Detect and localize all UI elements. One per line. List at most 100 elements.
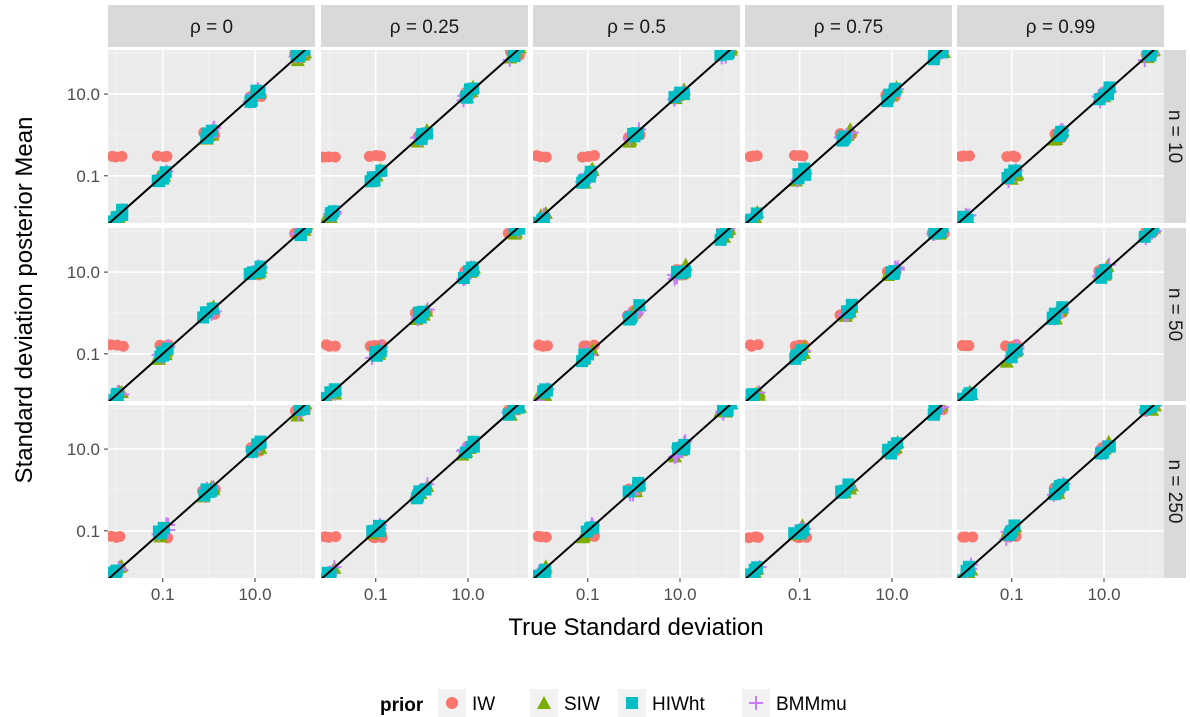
facet-panel — [957, 405, 1164, 578]
hiwht-point — [246, 266, 259, 279]
facet-panel — [745, 228, 952, 401]
hiwht-point — [1095, 271, 1108, 284]
iw-point — [329, 151, 341, 163]
iw-point — [967, 531, 979, 543]
panel-points — [957, 50, 1161, 223]
column-strip-label: ρ = 0 — [190, 17, 233, 38]
hiwht-point — [714, 233, 727, 246]
iw-point — [330, 531, 342, 543]
facet-panel — [533, 228, 740, 401]
hiwht-point — [1053, 479, 1066, 492]
x-tick-label: 0.1 — [576, 585, 600, 604]
legend-title: prior — [380, 695, 424, 716]
facet-panel — [321, 50, 528, 223]
identity-line — [533, 405, 732, 578]
hiwht-point — [936, 50, 949, 59]
hiwht-point — [576, 355, 589, 368]
iw-point — [375, 150, 387, 162]
hiwht-point — [321, 392, 331, 401]
hiwht-point — [882, 443, 895, 456]
iw-point — [329, 340, 341, 352]
iw-point — [752, 531, 764, 543]
hiwht-point — [1056, 301, 1069, 314]
hiwht-point — [1149, 405, 1162, 407]
y-axis-title: Standard deviation posterior Mean — [11, 117, 38, 484]
identity-line — [321, 228, 520, 401]
iw-point — [540, 531, 552, 543]
hiwht-point — [537, 212, 550, 223]
x-tick-label: 0.1 — [1000, 585, 1024, 604]
facet-panel — [108, 405, 315, 578]
hiwht-point — [798, 162, 811, 175]
x-tick-label: 10.0 — [1087, 585, 1120, 604]
facet-panel — [533, 50, 740, 223]
hiwht-point — [467, 435, 480, 448]
hiwht-point — [936, 50, 949, 54]
hiwht-point — [1008, 164, 1021, 177]
y-tick-label: 10.0 — [67, 440, 100, 459]
x-tick-label: 10.0 — [238, 585, 271, 604]
hiwht-point — [1103, 81, 1116, 94]
panel-points — [321, 50, 527, 223]
identity-line — [321, 50, 520, 223]
iw-point — [541, 340, 553, 352]
hiwht-point — [957, 210, 970, 223]
hiwht-point — [1095, 447, 1108, 460]
hiwht-point — [889, 82, 902, 95]
iw-point — [116, 150, 128, 162]
facet-panel — [533, 405, 740, 578]
column-strip-label: ρ = 0.25 — [390, 17, 459, 38]
iw-point — [797, 150, 809, 162]
hiwht-point — [290, 50, 303, 61]
column-strip — [321, 5, 528, 47]
identity-line — [108, 228, 307, 401]
hiwht-point — [927, 408, 940, 421]
hiwht-point — [108, 566, 120, 578]
row-strip — [1164, 50, 1186, 223]
row-strip-label: n = 250 — [1164, 460, 1185, 524]
hiwht-point — [720, 228, 733, 236]
legend-key-hiwht — [626, 697, 638, 709]
facet-panel — [321, 228, 528, 401]
identity-line — [745, 405, 944, 578]
facet-strips: ρ = 0 ρ = 0.25 ρ = 0.5 ρ = 0.75 ρ = 0.99 n = … — [108, 5, 1186, 578]
hiwht-point — [111, 390, 124, 401]
iw-point — [752, 339, 764, 351]
x-tick-label: 0.1 — [364, 585, 388, 604]
hiwht-point — [253, 265, 266, 278]
panel-points — [957, 405, 1163, 578]
column-strip — [745, 5, 952, 47]
hiwht-point — [366, 525, 379, 538]
hiwht-point — [508, 50, 521, 63]
hiwht-point — [511, 405, 524, 413]
panel-points — [108, 228, 314, 401]
legend-label: HIWht — [652, 694, 706, 715]
hiwht-point — [677, 87, 690, 100]
hiwht-point — [413, 306, 426, 319]
facet-panel — [957, 228, 1164, 401]
facet-panel — [108, 50, 315, 223]
column-strip-label: ρ = 0.99 — [1026, 17, 1095, 38]
panel-points — [745, 50, 951, 223]
iw-point — [117, 340, 129, 352]
hiwht-point — [928, 50, 941, 61]
hiwht-point — [671, 265, 684, 278]
iw-point — [963, 150, 975, 162]
identity-line — [108, 405, 307, 578]
facet-panel — [745, 50, 952, 223]
panel-points — [321, 228, 526, 401]
identity-line — [533, 50, 732, 223]
legend: prior IW SIW HIWht BMMmu — [380, 689, 847, 717]
identity-line — [957, 405, 1156, 578]
hiwht-point — [254, 436, 267, 449]
hiwht-point — [1008, 519, 1021, 532]
panel-points — [108, 405, 313, 578]
row-strip-label: n = 10 — [1164, 110, 1185, 163]
hiwht-point — [253, 86, 266, 99]
hiwht-point — [200, 306, 213, 319]
panel-points — [745, 228, 950, 401]
iw-point — [161, 150, 173, 162]
hiwht-point — [297, 228, 310, 234]
hiwht-point — [962, 560, 975, 573]
